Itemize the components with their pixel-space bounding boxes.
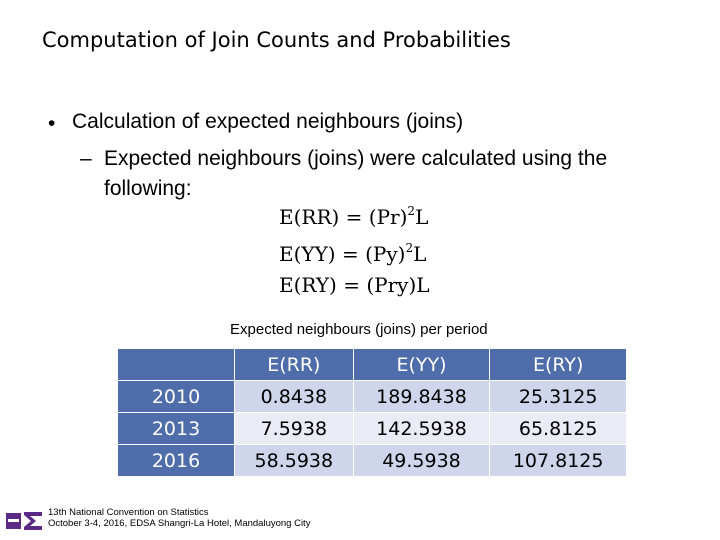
formula-ry: E(RY) = (Pry)L [279,273,430,297]
slide-title: Computation of Join Counts and Probabili… [42,28,511,52]
convention-logo-icon [6,512,42,530]
table-header-corner [117,348,235,381]
table-header-cell: E(RY) [489,348,627,381]
table-row: 2016 58.5938 49.5938 107.8125 [117,444,627,477]
footer: 13th National Convention on Statistics O… [0,506,400,536]
table-cell: 0.8438 [234,380,354,413]
formula-yy: E(YY) = (Py)2L [279,241,427,266]
table-cell: 142.5938 [352,412,491,445]
bullet-text: Calculation of expected neighbours (join… [72,110,464,133]
table-cell: 25.3125 [489,380,627,413]
row-label: 2010 [117,380,235,413]
sub-bullet-marker: – [80,147,92,170]
formula-block: E(RR) = (Pr)2L E(YY) = (Py)2L E(RY) = (P… [279,196,430,301]
formula-rr: E(RR) = (Pr)2L [279,204,429,229]
table-cell: 107.8125 [489,444,627,477]
table-cell: 65.8125 [489,412,627,445]
footer-text: 13th National Convention on Statistics O… [48,507,310,529]
row-label: 2013 [117,412,235,445]
table-header-cell: E(YY) [352,348,491,381]
table-row: 2010 0.8438 189.8438 25.3125 [117,380,627,413]
table-caption: Expected neighbours (joins) per period [230,321,488,338]
table-header-row: E(RR) E(YY) E(RY) [117,348,627,381]
table-cell: 189.8438 [352,380,491,413]
footer-line-2: October 3-4, 2016, EDSA Shangri-La Hotel… [48,518,311,529]
table-row: 2013 7.5938 142.5938 65.8125 [117,412,627,445]
sub-bullet-item: – Expected neighbours (joins) were calcu… [80,144,660,204]
table-cell: 58.5938 [234,444,354,477]
table-cell: 7.5938 [234,412,354,445]
sub-bullet-text: Expected neighbours (joins) were calcula… [104,147,608,200]
expected-joins-table: E(RR) E(YY) E(RY) 2010 0.8438 189.8438 2… [117,348,627,477]
bullet-marker: • [48,112,56,135]
row-label: 2016 [117,444,235,477]
table-cell: 49.5938 [352,444,491,477]
footer-line-1: 13th National Convention on Statistics [48,507,209,518]
table-header-cell: E(RR) [234,348,354,381]
